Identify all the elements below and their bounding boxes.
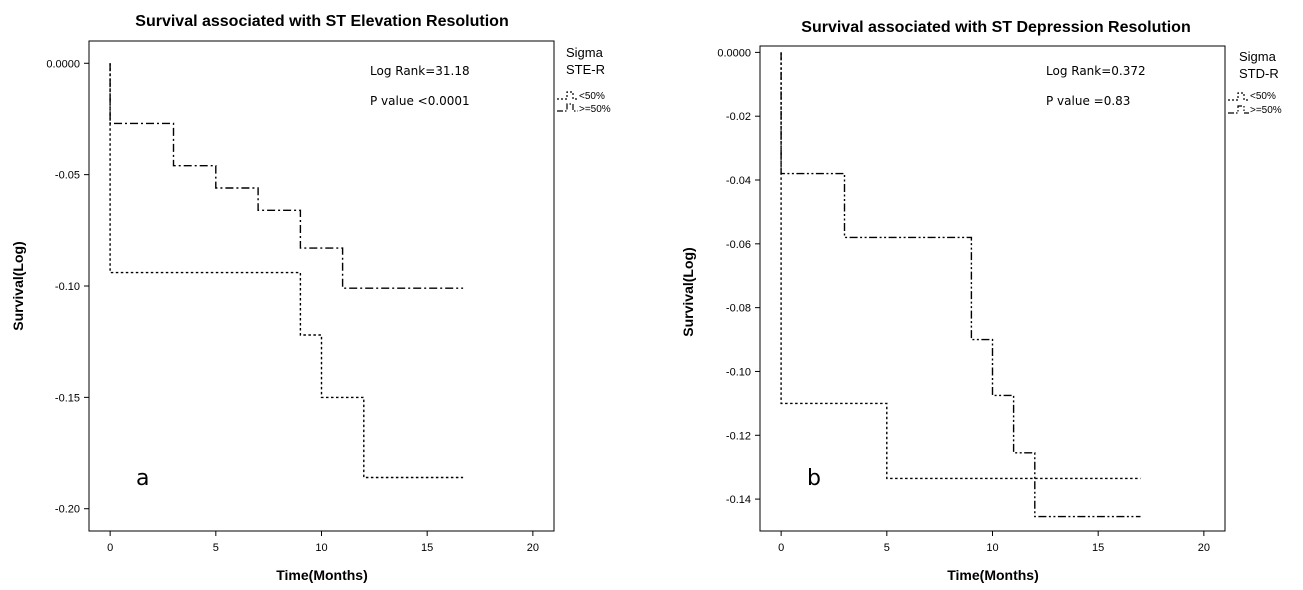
y-tick-label: -0.05 [55,170,80,182]
y-tick-label: -0.04 [726,175,751,187]
x-axis: 0 5 10 15 20 [778,531,1210,554]
y-tick-label: -0.12 [726,430,751,442]
y-tick-label: -0.06 [726,239,751,251]
series-group [780,52,1141,518]
panel-label: a [136,466,149,491]
annotation-log-rank: Log Rank=0.372 [1046,64,1146,78]
plot-frame [88,40,555,532]
legend-swatch-lt50 [557,91,578,100]
chart-st-elevation: Survival associated with ST Elevation Re… [10,13,611,583]
survival-curve-lt50 [109,63,464,479]
x-tick-label: 15 [421,542,433,554]
y-axis-label: Survival(Log) [10,241,26,330]
legend: Sigma STD-R <50% >=50% [1228,49,1282,116]
y-tick-label: -0.15 [55,392,80,404]
plot-frame [759,45,1226,532]
chart-title: Survival associated with ST Depression R… [801,19,1190,36]
panel-label: b [807,466,821,491]
annotation-p-value: P value =0.83 [1046,94,1130,108]
chart-title: Survival associated with ST Elevation Re… [135,13,508,30]
legend-title-line-2: STE-R [566,62,605,77]
legend-label-lt50: <50% [1250,91,1276,102]
x-tick-label: 10 [315,542,327,554]
x-tick-label: 10 [986,542,998,554]
x-tick-label: 15 [1092,542,1104,554]
legend-title-line-2: STD-R [1239,66,1279,81]
survival-curve-lt50 [780,52,1141,480]
y-tick-label: -0.02 [726,111,751,123]
x-axis-label: Time(Months) [947,567,1039,583]
y-tick-label: -0.14 [726,494,751,506]
legend-swatch-ge50 [557,103,578,112]
x-tick-label: 5 [213,542,219,554]
x-tick-label: 0 [778,542,784,554]
y-tick-label: -0.10 [55,281,80,293]
y-tick-label: 0.0000 [717,47,751,59]
x-axis-label: Time(Months) [276,567,368,583]
y-tick-label: -0.10 [726,366,751,378]
survival-curve-ge50 [109,63,464,289]
y-tick-label: -0.08 [726,303,751,315]
legend-title-line-1: Sigma [566,45,604,60]
x-tick-label: 20 [1198,542,1210,554]
y-axis-label: Survival(Log) [680,247,696,336]
x-tick-label: 0 [107,542,113,554]
chart-st-depression: Survival associated with ST Depression R… [680,19,1282,583]
annotation-p-value: P value <0.0001 [370,94,470,108]
legend-title-line-1: Sigma [1239,49,1277,64]
survival-curve-ge50 [780,52,1141,518]
legend-label-ge50: >=50% [579,104,611,115]
x-tick-label: 20 [527,542,539,554]
y-axis: 0.0000 -0.02 -0.04 -0.06 -0.08 -0.10 -0.12 -0.1… [717,47,760,506]
legend-swatch-lt50 [1228,92,1249,101]
y-tick-label: 0.0000 [46,58,80,70]
legend-label-lt50: <50% [579,91,605,102]
legend: Sigma STE-R <50% >=50% [557,45,611,115]
legend-label-ge50: >=50% [1250,105,1282,116]
y-axis: 0.0000 -0.05 -0.10 -0.15 -0.20 [46,58,89,516]
series-group [109,63,464,479]
legend-swatch-ge50 [1228,105,1249,114]
x-axis: 0 5 10 15 20 [107,531,539,554]
x-tick-label: 5 [884,542,890,554]
y-tick-label: -0.20 [55,504,80,516]
annotation-log-rank: Log Rank=31.18 [370,64,470,78]
